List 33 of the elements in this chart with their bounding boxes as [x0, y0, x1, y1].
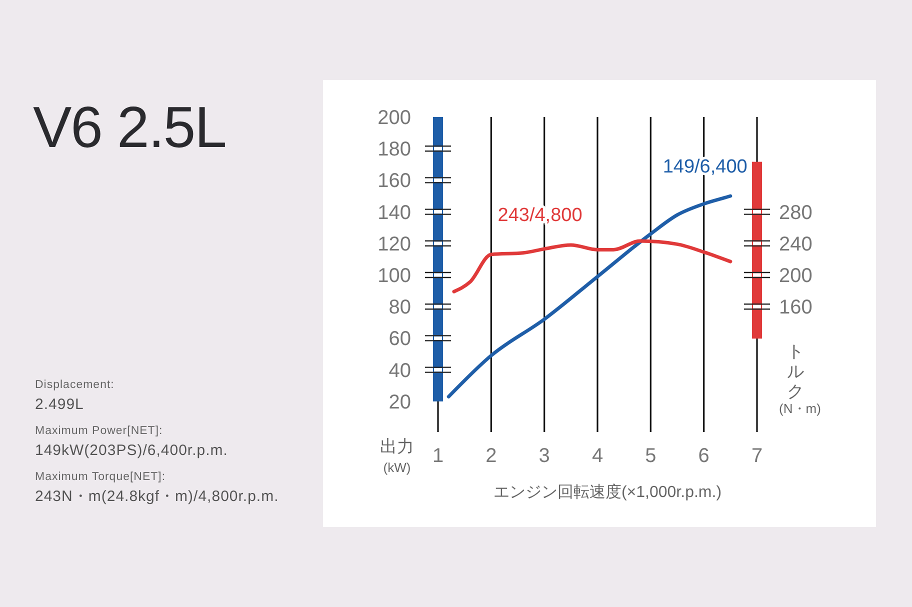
y-tick-label: 40	[388, 360, 411, 382]
x-tick-label: 3	[538, 445, 550, 467]
x-tick-label: 7	[751, 445, 763, 467]
y-tick-label: 120	[378, 233, 411, 256]
y2-tick-label: 240	[779, 233, 812, 256]
y2-axis-title: トルク (N・m)	[779, 342, 821, 416]
y-tick-label: 80	[388, 296, 411, 319]
x-tick-label: 2	[486, 445, 497, 467]
y2-tick-label: 160	[779, 296, 812, 319]
text: Maximum Torque[NET]:	[35, 471, 166, 483]
chart-title: V6 2.5L	[33, 95, 226, 160]
x-tick-label: 1	[432, 445, 444, 467]
y2-tick-label: 280	[779, 202, 812, 224]
x-tick-label: 4	[592, 445, 604, 467]
y-tick-label: 180	[378, 138, 411, 161]
y-tick-label: 60	[388, 328, 411, 350]
text: 243N・m(24.8kgf・m)/4,800r.p.m.	[35, 488, 279, 505]
x-tick-label: 6	[698, 445, 710, 467]
y-tick-label: 20	[388, 391, 411, 414]
y2-tick-label: 200	[779, 265, 812, 287]
line-series	[446, 194, 732, 398]
x-axis-title: エンジン回転速度(×1,000r.p.m.)	[493, 483, 722, 501]
line-series	[452, 239, 732, 294]
text: 149kW(203PS)/6,400r.p.m.	[35, 442, 228, 459]
y-tick-label: 160	[378, 170, 411, 192]
y-axis-title: 出力 (kW)	[380, 437, 414, 475]
y-tick-label: 100	[378, 265, 411, 287]
x-tick-label: 5	[645, 445, 656, 467]
y-tick-label: 140	[378, 202, 411, 224]
text: 2.499L	[35, 396, 84, 413]
text: Displacement:	[35, 379, 114, 391]
text: Maximum Power[NET]:	[35, 425, 163, 437]
y-tick-label: 200	[378, 107, 411, 129]
